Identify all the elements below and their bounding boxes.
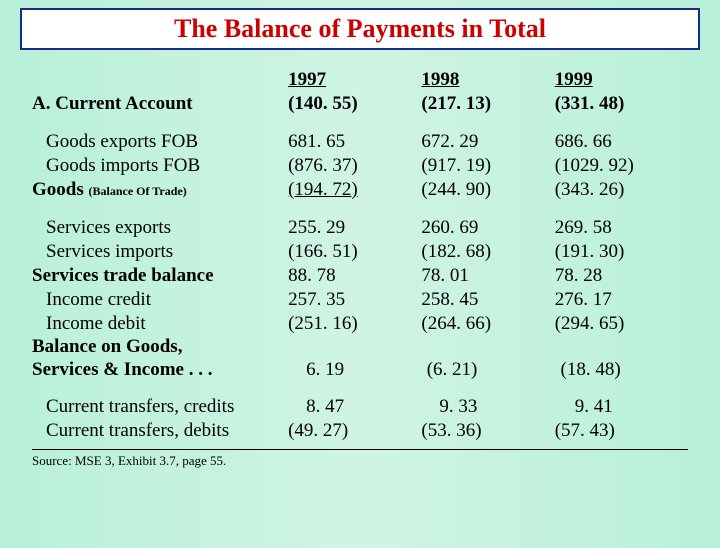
cell-label: Current transfers, debits bbox=[32, 420, 229, 442]
cell-97: 6. 19 bbox=[288, 360, 344, 381]
cell-97: 257. 35 bbox=[288, 288, 421, 312]
cell-98: (6. 21) bbox=[421, 360, 477, 381]
cell-97: 88. 78 bbox=[288, 264, 421, 288]
cell-label-a: Goods bbox=[32, 179, 89, 200]
page-title: The Balance of Payments in Total bbox=[22, 14, 698, 44]
cell-98: (917. 19) bbox=[421, 154, 554, 178]
cell-99: (294. 65) bbox=[555, 312, 688, 336]
cell-97: (876. 37) bbox=[288, 154, 421, 178]
row-transfers-credits: Current transfers, credits 8. 47 9. 33 9… bbox=[32, 395, 688, 419]
bop-table: 1997 1998 1999 A. Current Account (140. … bbox=[32, 68, 688, 470]
cell-99: (18. 48) bbox=[555, 360, 621, 381]
cell-98: 9. 33 bbox=[421, 396, 477, 418]
cell-label: Services exports bbox=[32, 217, 171, 239]
cell-97: 8. 47 bbox=[288, 396, 344, 418]
row-goods-imports: Goods imports FOB (876. 37) (917. 19) (1… bbox=[32, 154, 688, 178]
cell-label: Services trade balance bbox=[32, 264, 288, 288]
cell-97: (251. 16) bbox=[288, 312, 421, 336]
row-bgsi-1: Balance on Goods, bbox=[32, 336, 688, 359]
hdr-1999-val: (331. 48) bbox=[555, 92, 688, 116]
cell-97: 255. 29 bbox=[288, 216, 421, 240]
cell-98: 78. 01 bbox=[421, 264, 554, 288]
col-year-1999: 1999 bbox=[555, 69, 593, 91]
divider-line bbox=[32, 449, 688, 450]
cell-99: 78. 28 bbox=[555, 264, 688, 288]
cell-99: 9. 41 bbox=[555, 396, 613, 418]
cell-label: Goods exports FOB bbox=[32, 131, 198, 153]
divider-row bbox=[32, 443, 688, 452]
cell-98: (182. 68) bbox=[421, 240, 554, 264]
cell-98: 260. 69 bbox=[421, 216, 554, 240]
cell-99: (191. 30) bbox=[555, 240, 688, 264]
row-services-balance: Services trade balance 88. 78 78. 01 78.… bbox=[32, 264, 688, 288]
col-year-1997: 1997 bbox=[288, 69, 326, 91]
cell-98: (264. 66) bbox=[421, 312, 554, 336]
row-transfers-debits: Current transfers, debits (49. 27) (53. … bbox=[32, 419, 688, 443]
cell-label: Services & Income . . . bbox=[32, 359, 288, 382]
cell-label: Goods imports FOB bbox=[32, 155, 200, 177]
cell-99: 686. 66 bbox=[555, 130, 688, 154]
row-goods-balance: Goods (Balance Of Trade) (194. 72) (244.… bbox=[32, 178, 688, 202]
cell-97: (49. 27) bbox=[288, 419, 421, 443]
cell-label: Services imports bbox=[32, 241, 173, 263]
col-year-1998: 1998 bbox=[421, 69, 459, 91]
cell-label: Income debit bbox=[32, 313, 146, 335]
cell-label-b: (Balance Of Trade) bbox=[89, 184, 187, 198]
source-text: Source: MSE 3, Exhibit 3.7, page 55. bbox=[32, 452, 688, 470]
source-row: Source: MSE 3, Exhibit 3.7, page 55. bbox=[32, 452, 688, 470]
cell-97: (166. 51) bbox=[288, 240, 421, 264]
cell-99: (57. 43) bbox=[555, 419, 688, 443]
cell-97: 681. 65 bbox=[288, 130, 421, 154]
cell-98: 258. 45 bbox=[421, 288, 554, 312]
row-income-debit: Income debit (251. 16) (264. 66) (294. 6… bbox=[32, 312, 688, 336]
cell-97: (194. 72) bbox=[288, 178, 421, 202]
row-income-credit: Income credit 257. 35 258. 45 276. 17 bbox=[32, 288, 688, 312]
hdr-1998-val: (217. 13) bbox=[421, 92, 554, 116]
cell-label: Current transfers, credits bbox=[32, 396, 234, 418]
header-row-years: 1997 1998 1999 bbox=[32, 68, 688, 92]
cell-98: 672. 29 bbox=[421, 130, 554, 154]
row-goods-exports: Goods exports FOB 681. 65 672. 29 686. 6… bbox=[32, 130, 688, 154]
row-services-exports: Services exports 255. 29 260. 69 269. 58 bbox=[32, 216, 688, 240]
cell-99: 276. 17 bbox=[555, 288, 688, 312]
hdr-1997-val: (140. 55) bbox=[288, 92, 421, 116]
cell-label: Balance on Goods, bbox=[32, 336, 288, 359]
row-services-imports: Services imports (166. 51) (182. 68) (19… bbox=[32, 240, 688, 264]
cell-99: 269. 58 bbox=[555, 216, 688, 240]
title-banner: The Balance of Payments in Total bbox=[20, 8, 700, 50]
cell-98: (53. 36) bbox=[421, 419, 554, 443]
cell-98: (244. 90) bbox=[421, 178, 554, 202]
section-label: A. Current Account bbox=[32, 92, 288, 116]
header-row-values: A. Current Account (140. 55) (217. 13) (… bbox=[32, 92, 688, 116]
cell-99: (343. 26) bbox=[555, 178, 688, 202]
cell-label: Income credit bbox=[32, 289, 151, 311]
row-bgsi-2: Services & Income . . . 6. 19 (6. 21) (1… bbox=[32, 359, 688, 382]
cell-99: (1029. 92) bbox=[555, 154, 688, 178]
